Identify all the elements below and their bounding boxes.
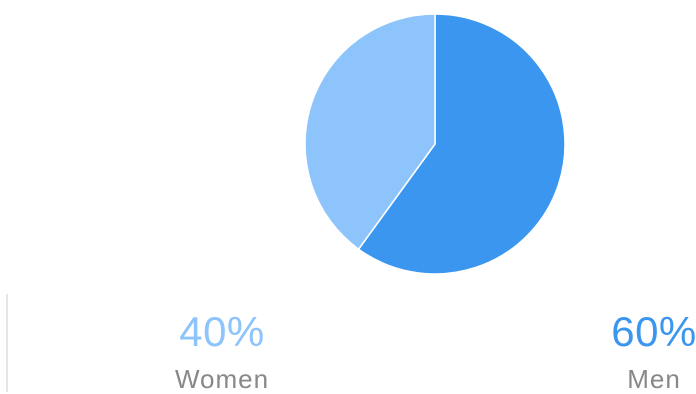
divider-line (6, 294, 8, 392)
women-label: Women (174, 364, 270, 394)
men-label: Men (627, 364, 681, 394)
legend-men: 60% Men (554, 308, 696, 394)
pie-slice-men (357, 13, 566, 275)
men-percentage: 60% (611, 308, 696, 355)
women-percentage: 40% (179, 308, 265, 355)
legend-women: 40% Women (122, 308, 322, 394)
pie-slice-women (304, 13, 436, 250)
